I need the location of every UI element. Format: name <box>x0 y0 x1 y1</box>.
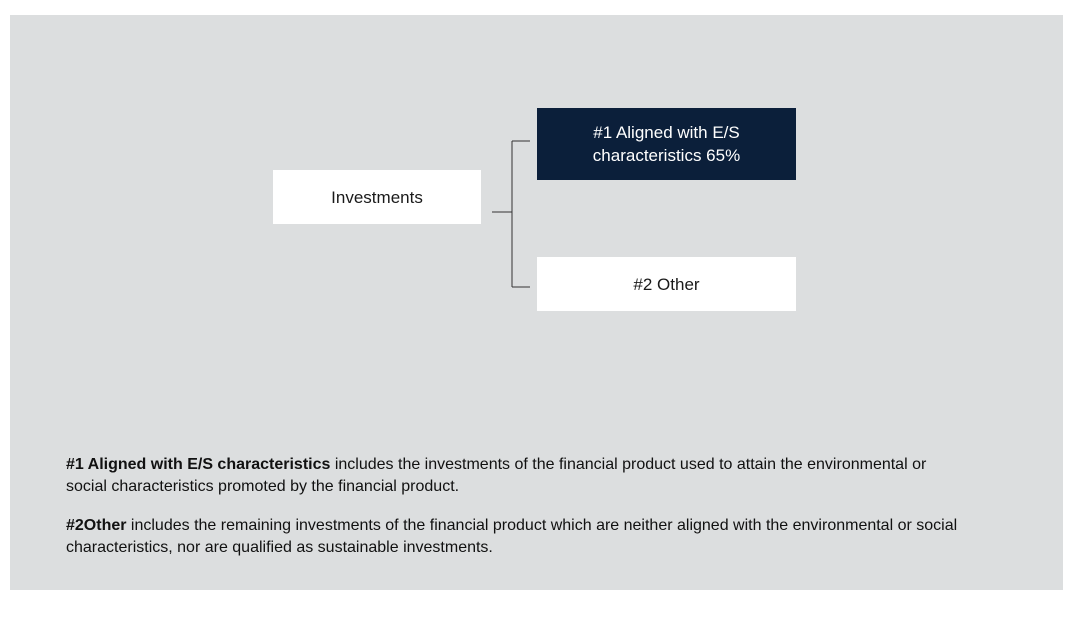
note-text: includes the remaining investments of th… <box>66 517 958 556</box>
node-label: #1 Aligned with E/S <box>593 123 740 142</box>
note-term: #2Other <box>66 517 127 534</box>
node-label: characteristics 65% <box>592 146 741 165</box>
node-aligned: #1 Aligned with E/S characteristics 65% <box>537 108 796 180</box>
node-label: #2 Other <box>633 274 700 294</box>
note: #1 Aligned with E/S characteristics incl… <box>66 454 966 498</box>
node-other: #2 Other <box>537 257 796 311</box>
node-investments: Investments <box>273 170 481 224</box>
note-text: includes the investments of the financia… <box>66 456 927 495</box>
panel <box>10 15 1063 590</box>
node-label: Investments <box>331 187 423 207</box>
note-term: #1 Aligned with E/S characteristics <box>66 456 331 473</box>
note: #2Other includes the remaining investmen… <box>66 515 966 559</box>
